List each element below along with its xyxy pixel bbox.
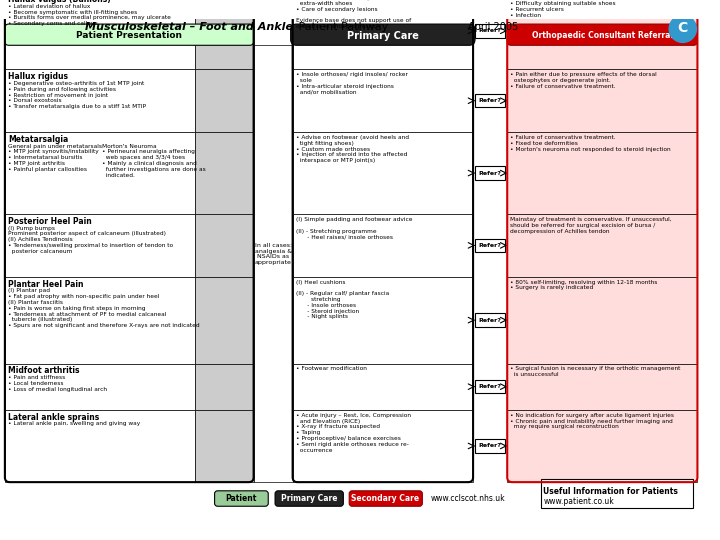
Text: Morton's Neuroma
• Perineural neuralgia affecting
  web spaces and 3/3/4 toes
• : Morton's Neuroma • Perineural neuralgia … [102, 144, 206, 178]
Text: • Advise on footwear (avoid heels and
  tight fitting shoes)
• Custom made ortho: • Advise on footwear (avoid heels and ti… [295, 135, 408, 163]
Text: Secondary Care: Secondary Care [351, 494, 419, 503]
Text: (I) Pump bumps
Prominent posterior aspect of calcaneum (illustrated)
(II) Achill: (I) Pump bumps Prominent posterior aspec… [8, 226, 173, 254]
Bar [5, 70, 195, 132]
Text: Primary Care: Primary Care [281, 494, 338, 503]
Text: Patient Pathway: Patient Pathway [294, 22, 388, 32]
Text: • Failure of conservative treatment.
• Fixed toe deformities
• Morton's neuroma : • Failure of conservative treatment. • F… [510, 135, 671, 152]
Text: • 80% self-limiting, resolving within 12-18 months
• Surgery is rarely indicated: • 80% self-limiting, resolving within 12… [510, 280, 657, 291]
FancyBboxPatch shape [507, 24, 698, 45]
Text: Hallux rigidus: Hallux rigidus [8, 72, 68, 82]
Bar [475, 313, 505, 327]
Text: Useful Information for Patients: Useful Information for Patients [544, 487, 678, 496]
Text: Lateral ankle sprains: Lateral ankle sprains [8, 413, 99, 422]
Bar [292, 363, 473, 410]
Text: C: C [678, 21, 688, 35]
Text: • No indication for surgery after acute ligament injuries
• Chronic pain and ins: • No indication for surgery after acute … [510, 413, 674, 429]
Text: April 2005: April 2005 [468, 22, 518, 32]
Text: www.patient.co.uk: www.patient.co.uk [544, 497, 614, 505]
Text: Posterior Heel Pain: Posterior Heel Pain [8, 217, 91, 226]
Bar [5, 132, 195, 214]
Bar [5, 363, 195, 410]
Bar [475, 439, 505, 453]
Bar [292, 70, 473, 132]
Bar [507, 410, 698, 482]
Circle shape [669, 16, 696, 43]
Bar [5, 0, 195, 70]
Text: Plantar Heel Pain: Plantar Heel Pain [8, 280, 84, 288]
Text: Patient Presentation: Patient Presentation [76, 31, 182, 40]
FancyBboxPatch shape [5, 24, 253, 45]
Bar [475, 94, 505, 107]
FancyBboxPatch shape [349, 491, 423, 506]
Text: • Acute injury – Rest, Ice, Compression
  and Elevation (RICE)
• X-ray if fractu: • Acute injury – Rest, Ice, Compression … [295, 413, 410, 453]
Bar [5, 410, 195, 482]
Bar [5, 276, 195, 363]
Bar [475, 380, 505, 394]
Bar [507, 214, 698, 276]
Text: Orthopaedic Consultant Referral: Orthopaedic Consultant Referral [532, 31, 672, 40]
Bar [507, 70, 698, 132]
Bar [507, 276, 698, 363]
Bar [541, 479, 693, 508]
Text: • Degenerative osteo-arthritis of 1st MTP joint
• Pain during and following acti: • Degenerative osteo-arthritis of 1st MT… [8, 81, 146, 109]
Text: Refer?: Refer? [479, 443, 502, 449]
FancyBboxPatch shape [275, 491, 343, 506]
Text: (I) Heel cushions

(II) - Regular calf/ plantar fascia
        stretching
      : (I) Heel cushions (II) - Regular calf/ p… [295, 280, 389, 320]
Bar [292, 214, 473, 276]
Bar [507, 363, 698, 410]
Text: Midfoot arthritis: Midfoot arthritis [8, 367, 79, 375]
Bar [195, 132, 253, 214]
Bar [475, 239, 505, 252]
Bar [475, 166, 505, 180]
Text: • Surgical fusion is necessary if the orthotic management
  is unsuccessful: • Surgical fusion is necessary if the or… [510, 367, 680, 377]
Text: www.cclscot.nhs.uk: www.cclscot.nhs.uk [431, 494, 505, 503]
Text: Primary Care: Primary Care [347, 31, 419, 40]
Bar [507, 132, 698, 214]
Text: • Lateral ankle pain, swelling and giving way: • Lateral ankle pain, swelling and givin… [8, 421, 140, 427]
Bar [195, 363, 253, 410]
Text: Refer?: Refer? [479, 243, 502, 248]
Text: In all cases:
analgesia &
NSAIDs as
appropriate: In all cases: analgesia & NSAIDs as appr… [255, 243, 292, 265]
Text: Refer?: Refer? [479, 98, 502, 103]
Text: • Education on footwear/
  extra-width shoes
• Care of secondary lesions

Eviden: • Education on footwear/ extra-width sho… [295, 0, 411, 29]
FancyBboxPatch shape [215, 491, 269, 506]
Text: • Pain should be the primary indication for surgery
• Difficulty obtaining suita: • Pain should be the primary indication … [510, 0, 660, 17]
Text: Hallux valgus (Bunions): Hallux valgus (Bunions) [8, 0, 111, 4]
Text: (I) Simple padding and footwear advice

(II) - Stretching programme
      - Heel: (I) Simple padding and footwear advice (… [295, 217, 412, 239]
Text: General pain under metatarsals
• MTP joint synovitis/instability
• Intermetatars: General pain under metatarsals • MTP joi… [8, 144, 102, 172]
Text: • Pain either due to pressure effects of the dorsal
  osteophytes or degenerate : • Pain either due to pressure effects of… [510, 72, 657, 89]
Text: • Footwear modification: • Footwear modification [295, 367, 366, 372]
Text: Musculoskeletal – Foot and Ankle: Musculoskeletal – Foot and Ankle [85, 22, 292, 32]
Bar [5, 214, 195, 276]
Text: Mainstay of treatment is conservative. If unsuccessful,
should be referred for s: Mainstay of treatment is conservative. I… [510, 217, 672, 233]
Text: Refer?: Refer? [479, 171, 502, 176]
Text: Refer?: Refer? [479, 318, 502, 322]
Bar [195, 410, 253, 482]
Bar [292, 132, 473, 214]
Bar [253, 45, 292, 482]
Text: Patient: Patient [225, 494, 256, 503]
Bar [475, 24, 505, 38]
Bar [507, 0, 698, 70]
Text: Metatarsalgia: Metatarsalgia [8, 135, 68, 144]
Bar [195, 0, 253, 70]
Text: Refer?: Refer? [479, 28, 502, 33]
Text: • Insole orthoses/ rigid insoles/ rocker
  sole
• Intra-articular steroid inject: • Insole orthoses/ rigid insoles/ rocker… [295, 72, 408, 94]
FancyBboxPatch shape [291, 24, 475, 45]
Bar [195, 214, 253, 276]
Text: (I) Plantar pad
• Fat pad atrophy with non-specific pain under heel
(II) Plantar: (I) Plantar pad • Fat pad atrophy with n… [8, 288, 199, 328]
Bar [195, 276, 253, 363]
Bar [292, 276, 473, 363]
Text: • Pain and stiffness
• Local tenderness
• Loss of medial longitudinal arch: • Pain and stiffness • Local tenderness … [8, 375, 107, 391]
Bar [195, 70, 253, 132]
Text: Refer?: Refer? [479, 384, 502, 389]
Bar [292, 0, 473, 70]
Bar [292, 410, 473, 482]
Text: • Lateral deviation of hallux
• Become symptomatic with ill-fitting shoes
• Burs: • Lateral deviation of hallux • Become s… [8, 4, 171, 26]
